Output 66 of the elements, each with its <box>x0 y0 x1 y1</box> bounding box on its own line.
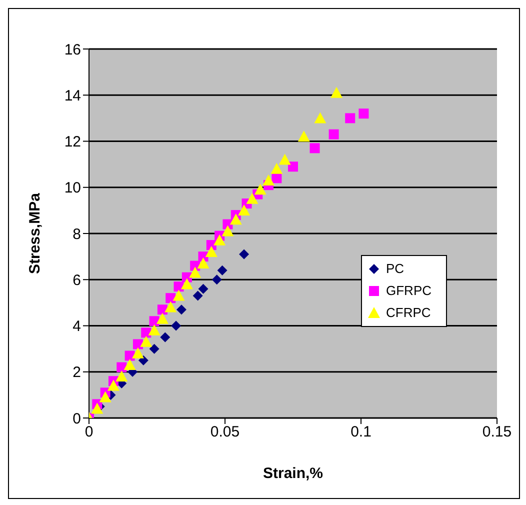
point <box>148 324 160 336</box>
point <box>330 86 343 98</box>
point <box>132 347 144 358</box>
point <box>116 370 128 382</box>
point <box>141 328 152 338</box>
y-tick-label: 6 <box>72 272 81 289</box>
legend-label: PC <box>386 260 404 278</box>
point <box>189 266 202 278</box>
point <box>156 312 168 324</box>
y-tick-label: 0 <box>72 410 81 428</box>
point <box>246 192 258 204</box>
point <box>314 112 326 124</box>
point <box>180 278 193 290</box>
point <box>99 391 112 402</box>
point <box>197 257 210 268</box>
point <box>124 350 135 361</box>
point <box>345 113 356 124</box>
point <box>328 129 339 140</box>
point <box>124 358 136 370</box>
point <box>107 380 120 391</box>
point <box>166 293 176 304</box>
point <box>310 143 320 154</box>
point <box>138 355 148 366</box>
point <box>222 225 234 236</box>
point <box>262 174 275 186</box>
point <box>149 344 160 354</box>
point <box>116 362 127 372</box>
x-tick-label: 0.15 <box>482 424 512 441</box>
y-tick-label: 2 <box>72 364 81 382</box>
point <box>140 336 152 347</box>
point <box>171 320 182 331</box>
point <box>278 154 291 165</box>
point <box>270 162 283 174</box>
point <box>176 304 186 315</box>
point <box>192 290 203 301</box>
point <box>238 204 250 216</box>
point <box>205 246 218 257</box>
x-tick-label: 0 <box>84 424 94 441</box>
y-tick-label: 10 <box>64 180 81 197</box>
point <box>164 301 177 312</box>
point <box>358 108 369 119</box>
legend-label: CFRPC <box>386 304 431 322</box>
point <box>91 402 104 414</box>
point <box>132 339 143 350</box>
legend-label: GFRPC <box>386 282 432 300</box>
point <box>230 214 242 225</box>
point <box>172 290 185 301</box>
y-tick-label: 14 <box>64 87 81 104</box>
y-tick-label: 4 <box>72 318 81 336</box>
x-axis-title: Strain,% <box>262 465 324 482</box>
point <box>160 332 170 342</box>
x-tick-label: 0.1 <box>350 424 372 441</box>
y-axis-title: Stress,MPa <box>26 192 44 274</box>
point <box>254 184 266 195</box>
y-tick-label: 12 <box>64 134 81 151</box>
point <box>298 130 310 142</box>
point <box>198 284 208 294</box>
point <box>212 274 222 285</box>
point <box>288 162 298 172</box>
point <box>217 265 228 276</box>
point <box>239 249 250 260</box>
y-tick-label: 16 <box>64 41 81 58</box>
point <box>157 304 168 315</box>
point <box>214 234 226 246</box>
x-tick-label: 0.05 <box>210 424 240 441</box>
y-tick-label: 8 <box>72 226 81 243</box>
